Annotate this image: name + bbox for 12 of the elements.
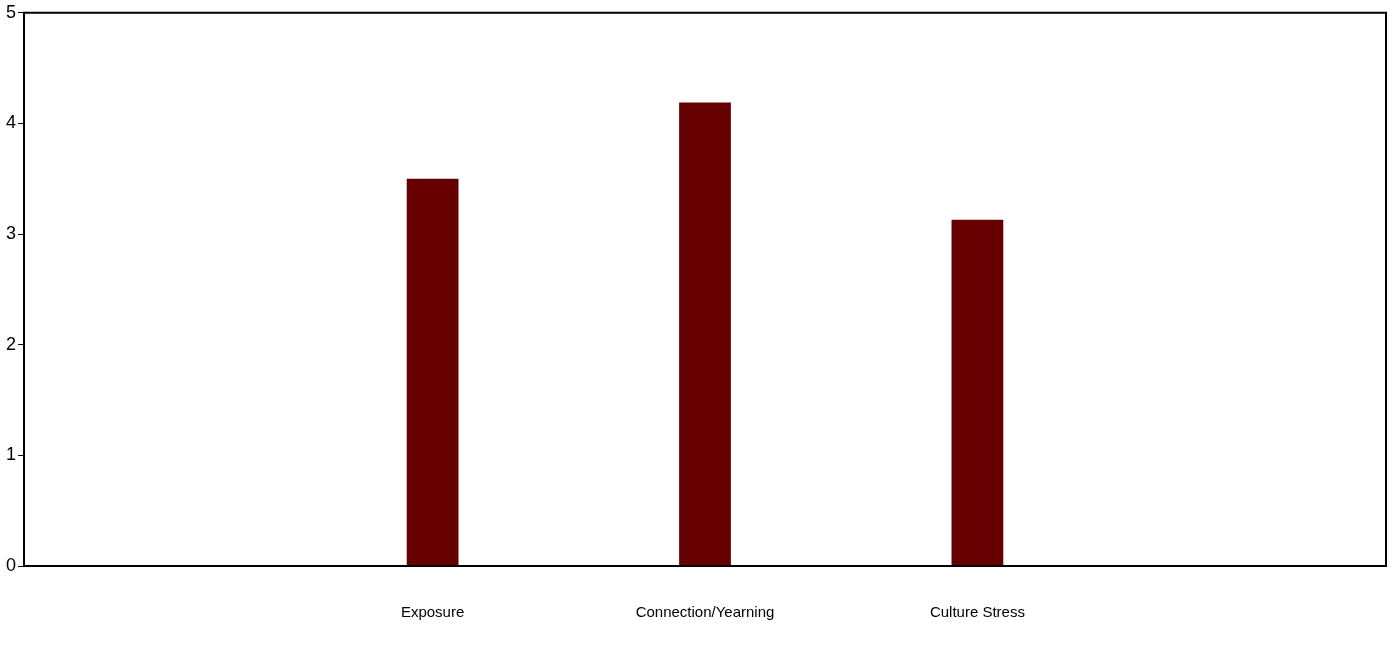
y-tick-label: 0 bbox=[6, 554, 17, 575]
y-tick-label: 5 bbox=[6, 1, 17, 22]
x-tick-label: Culture Stress bbox=[929, 603, 1025, 621]
y-tick-label: 2 bbox=[6, 333, 17, 354]
bar bbox=[406, 178, 459, 566]
bar bbox=[679, 102, 731, 566]
x-tick-label: Connection/Yearning bbox=[635, 603, 775, 621]
bar bbox=[951, 219, 1004, 566]
y-tick-label: 1 bbox=[6, 444, 17, 465]
y-tick-label: 4 bbox=[6, 112, 17, 133]
x-tick-label: Exposure bbox=[400, 603, 465, 621]
y-tick-label: 3 bbox=[6, 223, 17, 244]
